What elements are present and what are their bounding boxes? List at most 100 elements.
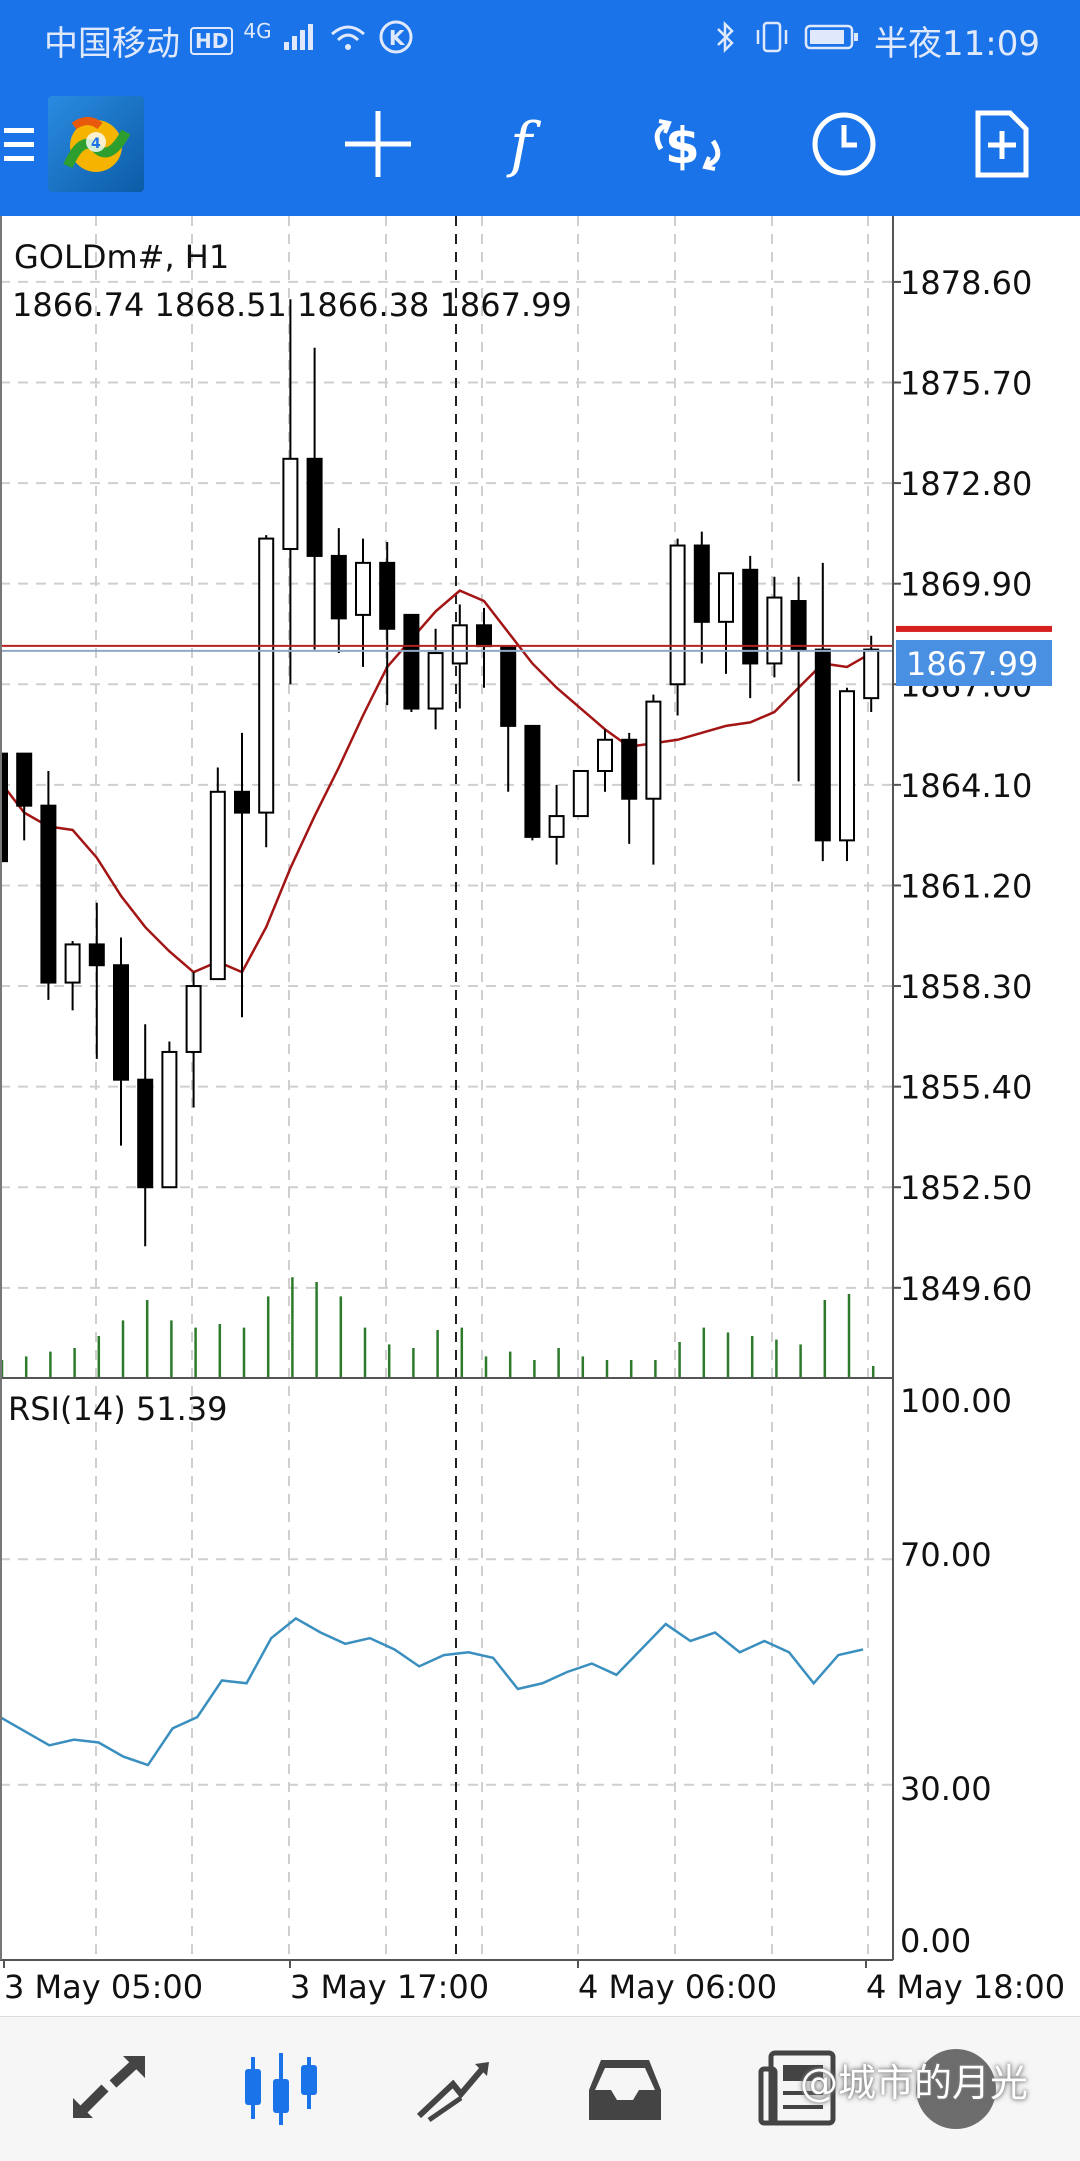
- time-tick-label: 3 May 17:00: [290, 1968, 489, 2006]
- candle-bullish: [548, 815, 565, 838]
- price-tick-labels: 1878.601875.701872.801869.901867.001864.…: [893, 264, 1032, 1308]
- candle-bearish: [0, 752, 8, 863]
- price-tick-label: 1872.80: [900, 465, 1032, 503]
- candlestick-chart-icon: [245, 2053, 317, 2125]
- ask-price-marker: [896, 625, 1052, 632]
- candle-bearish: [16, 752, 33, 807]
- price-tick-label: 1869.90: [900, 566, 1032, 604]
- candle-bullish: [185, 985, 202, 1053]
- ma-line: [0, 589, 872, 974]
- candle-bullish: [258, 537, 275, 814]
- chart-tab[interactable]: [206, 2017, 356, 2161]
- new-document-icon: [975, 110, 1029, 178]
- trade-button[interactable]: $: [638, 72, 738, 216]
- rsi-line: [0, 1616, 864, 1767]
- candle-bullish: [718, 572, 734, 623]
- candle-bearish: [88, 943, 105, 967]
- carrier-name: 中国移动: [44, 24, 180, 64]
- inbox-icon: [589, 2060, 661, 2120]
- hd-badge: HD: [190, 26, 234, 55]
- k-icon: K: [378, 19, 414, 63]
- watermark: @城市的月光: [800, 2061, 1029, 2105]
- trade-trend-icon: [416, 2062, 489, 2123]
- candle-bearish: [137, 1078, 154, 1189]
- svg-text:f: f: [506, 110, 542, 179]
- timeframe-button[interactable]: [796, 72, 892, 216]
- crosshair-button[interactable]: [330, 72, 426, 216]
- candle-bullish: [209, 790, 226, 981]
- price-tick-label: 1849.60: [900, 1270, 1032, 1308]
- new-order-button[interactable]: [954, 72, 1050, 216]
- news-tab[interactable]: [722, 2017, 872, 2161]
- candle-bearish: [524, 724, 541, 838]
- crosshair-icon: [345, 111, 411, 177]
- candle-bearish: [330, 554, 347, 620]
- candle-bearish: [306, 457, 323, 557]
- rsi-tick-label: 100.00: [900, 1382, 1012, 1420]
- rsi-polyline: [0, 1616, 864, 1767]
- rsi-tick-labels: 100.00 70.00 30.00 0.00: [900, 1382, 1012, 1960]
- chat-bubble-icon[interactable]: [916, 2049, 996, 2129]
- price-tick-label: 1878.60: [900, 264, 1032, 302]
- menu-button[interactable]: [0, 72, 40, 216]
- candle-bullish: [597, 738, 613, 772]
- price-tick-label: 1852.50: [900, 1169, 1032, 1207]
- news-icon: [758, 2050, 836, 2126]
- svg-text:K: K: [389, 26, 406, 50]
- candle-bearish: [403, 613, 420, 710]
- bluetooth-icon: [710, 20, 740, 62]
- rsi-tick-label: 0.00: [900, 1922, 971, 1960]
- current-price-line: [0, 625, 1052, 652]
- candle-bullish: [572, 769, 589, 818]
- svg-text:$: $: [665, 117, 700, 175]
- price-tick-label: 1861.20: [900, 867, 1032, 905]
- symbol-label: GOLDm#, H1: [14, 238, 229, 276]
- price-tick-label: 1858.30: [900, 968, 1032, 1006]
- moving-average: [0, 589, 872, 974]
- candle-bullish: [645, 700, 662, 800]
- candle-bearish: [814, 648, 831, 842]
- quotes-tab[interactable]: [34, 2017, 184, 2161]
- current-price-badge: [896, 640, 1052, 686]
- candle-bullish: [427, 652, 444, 710]
- candle-bearish: [693, 544, 710, 623]
- candle-bullish: [64, 943, 81, 984]
- wifi-icon: [328, 22, 368, 60]
- price-tick-label: 1875.70: [900, 364, 1032, 402]
- bottom-navigation: [0, 2016, 1080, 2161]
- svg-text:4: 4: [91, 136, 101, 152]
- candle-bullish: [863, 648, 880, 700]
- trade-tab[interactable]: [378, 2017, 528, 2161]
- clock-time: 半夜11:09: [874, 24, 1040, 64]
- candle-bullish: [451, 624, 468, 665]
- indicators-button[interactable]: f: [484, 72, 580, 216]
- candle-bullish: [839, 690, 855, 842]
- vibrate-icon: [754, 20, 790, 62]
- indicators-icon: f: [506, 110, 542, 179]
- price-tick-label: 1864.10: [900, 767, 1032, 805]
- quotes-icon: [73, 2056, 145, 2118]
- rsi-label: RSI(14) 51.39: [8, 1390, 227, 1428]
- candle-bearish: [113, 964, 129, 1081]
- clock-icon: [812, 112, 876, 176]
- candle-bearish: [234, 790, 250, 814]
- menu-icon: [4, 128, 34, 161]
- rsi-tick-label: 70.00: [900, 1536, 992, 1574]
- time-tick-label: 4 May 06:00: [578, 1968, 777, 2006]
- price-chart[interactable]: 1878.601875.701872.801869.901867.001864.…: [0, 216, 1080, 2016]
- current-price-label: 1867.99: [906, 645, 1038, 683]
- network-type: 4G: [243, 18, 272, 43]
- time-tick-label: 4 May 18:00: [866, 1968, 1065, 2006]
- trade-icon: $: [654, 117, 721, 175]
- candle-bearish: [742, 568, 759, 665]
- candle-bearish: [790, 600, 807, 651]
- candle-bullish: [355, 561, 371, 616]
- chart-area[interactable]: 1878.601875.701872.801869.901867.001864.…: [0, 216, 1080, 2016]
- volume-bars: [0, 1277, 875, 1378]
- battery-icon: [804, 22, 860, 60]
- time-axis-labels: 3 May 05:00 3 May 17:00 4 May 06:00 4 May 1…: [3, 1960, 1065, 2006]
- signal-icon: [282, 22, 318, 60]
- metatrader-logo: 4: [48, 96, 144, 192]
- candle-bearish: [379, 561, 396, 630]
- history-tab[interactable]: [550, 2017, 700, 2161]
